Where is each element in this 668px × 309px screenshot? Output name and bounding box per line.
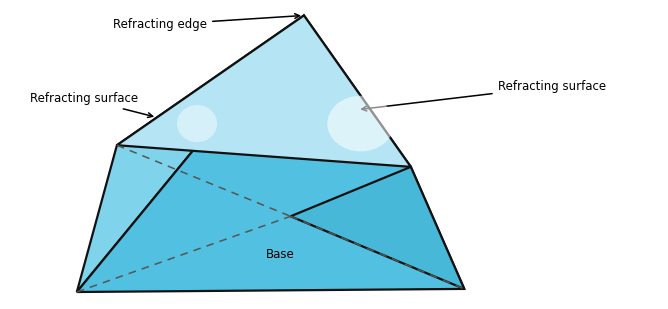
Polygon shape bbox=[291, 167, 464, 289]
Text: Refracting surface: Refracting surface bbox=[362, 80, 606, 111]
Text: Refracting surface: Refracting surface bbox=[30, 92, 152, 117]
Text: Base: Base bbox=[266, 248, 295, 261]
Polygon shape bbox=[77, 15, 304, 292]
Text: Refracting edge: Refracting edge bbox=[113, 14, 299, 31]
Polygon shape bbox=[117, 15, 411, 167]
Polygon shape bbox=[77, 15, 464, 292]
Ellipse shape bbox=[327, 96, 394, 151]
Ellipse shape bbox=[177, 105, 217, 142]
